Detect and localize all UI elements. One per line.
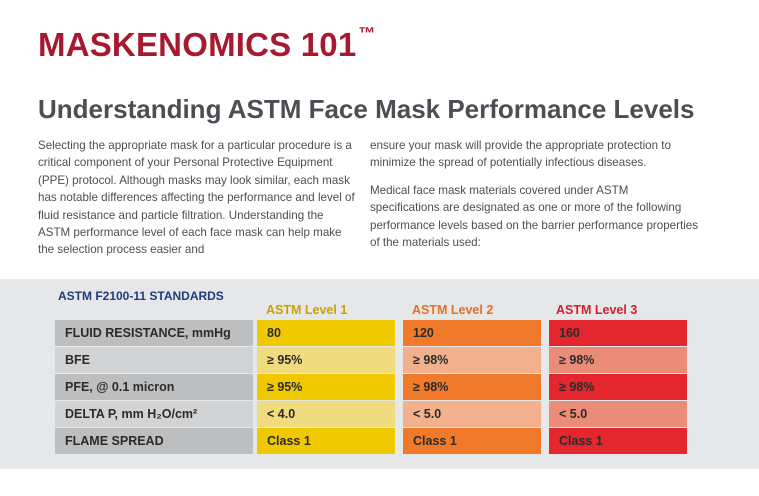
intro-right-paragraph-1: ensure your mask will provide the approp… [370, 139, 671, 170]
intro-left-paragraph: Selecting the appropriate mask for a par… [38, 139, 355, 257]
intro-right-column: ensure your mask will provide the approp… [370, 137, 700, 261]
table-row: DELTA P, mm H₂O/cm² < 4.0 < 5.0 < 5.0 [55, 401, 687, 427]
level-3-value: ≥ 98% [549, 374, 687, 400]
level-1-value: 80 [257, 320, 395, 346]
level-3-value: 160 [549, 320, 687, 346]
level-3-value: < 5.0 [549, 401, 687, 427]
table-row: FLUID RESISTANCE, mmHg 80 120 160 [55, 320, 687, 346]
level-1-value: < 4.0 [257, 401, 395, 427]
standards-table: FLUID RESISTANCE, mmHg 80 120 160 BFE ≥ … [55, 320, 687, 455]
level-3-value: Class 1 [549, 428, 687, 454]
row-label: BFE [55, 347, 253, 373]
level-2-value: ≥ 98% [403, 374, 541, 400]
level-1-value: Class 1 [257, 428, 395, 454]
level-1-value: ≥ 95% [257, 347, 395, 373]
level-2-value: Class 1 [403, 428, 541, 454]
row-label: PFE, @ 0.1 micron [55, 374, 253, 400]
table-row: BFE ≥ 95% ≥ 98% ≥ 98% [55, 347, 687, 373]
brand-name: MASKENOMICS 101 [38, 26, 357, 63]
level-3-header: ASTM Level 3 [556, 303, 638, 317]
level-3-value: ≥ 98% [549, 347, 687, 373]
level-1-header: ASTM Level 1 [266, 303, 348, 317]
level-2-value: 120 [403, 320, 541, 346]
level-2-header: ASTM Level 2 [412, 303, 494, 317]
page-title: Understanding ASTM Face Mask Performance… [38, 94, 695, 124]
level-1-value: ≥ 95% [257, 374, 395, 400]
table-row: FLAME SPREAD Class 1 Class 1 Class 1 [55, 428, 687, 454]
table-row: PFE, @ 0.1 micron ≥ 95% ≥ 98% ≥ 98% [55, 374, 687, 400]
brand-title: MASKENOMICS 101 ™ [38, 24, 376, 64]
level-2-value: < 5.0 [403, 401, 541, 427]
row-label: FLAME SPREAD [55, 428, 253, 454]
intro-left-column: Selecting the appropriate mask for a par… [38, 137, 358, 269]
level-2-value: ≥ 98% [403, 347, 541, 373]
intro-right-paragraph-2: Medical face mask materials covered unde… [370, 183, 699, 250]
row-label: FLUID RESISTANCE, mmHg [55, 320, 253, 346]
standards-title: ASTM F2100-11 STANDARDS [58, 289, 224, 303]
trademark-symbol: ™ [358, 24, 376, 43]
row-label: DELTA P, mm H₂O/cm² [55, 401, 253, 427]
